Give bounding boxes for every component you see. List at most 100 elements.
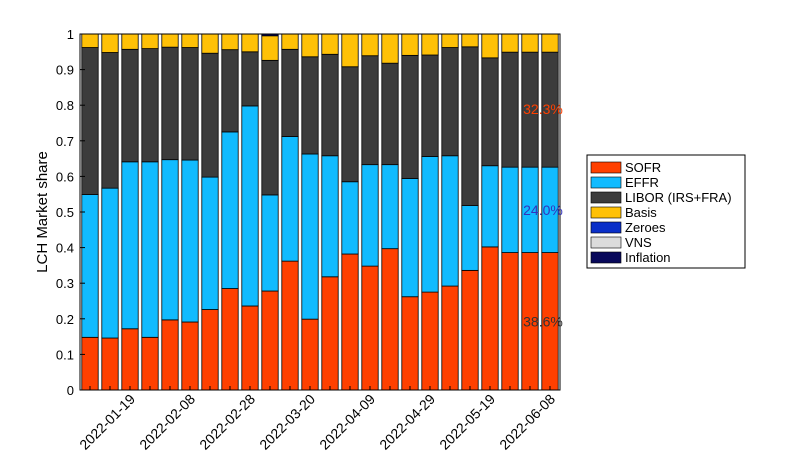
bar-segment-sofr-11 (301, 318, 319, 391)
y-tick-label: 0.8 (56, 98, 74, 113)
bar-segment-sofr-0 (81, 336, 99, 391)
bar-segment-sofr-9 (261, 290, 279, 391)
bar-segment-sofr-4 (161, 319, 179, 391)
legend-label: EFFR (625, 175, 659, 190)
bar-segment-basis-9 (261, 35, 279, 61)
legend-swatch (590, 251, 622, 264)
bar-segment-libor-irs-fra-20 (481, 57, 499, 167)
legend-swatch (590, 221, 622, 234)
bar-segment-effr-18 (441, 155, 459, 287)
bar-segment-basis-23 (541, 33, 559, 53)
bar-segment-libor-irs-fra-21 (501, 51, 519, 168)
bar-segment-effr-9 (261, 194, 279, 292)
bar-segment-sofr-5 (181, 321, 199, 391)
bar-segment-sofr-12 (321, 276, 339, 391)
bar-segment-libor-irs-fra-16 (401, 54, 419, 179)
bar-segment-sofr-3 (141, 336, 159, 391)
x-tick-label: 2022-03-20 (256, 391, 318, 453)
bar-segment-effr-11 (301, 153, 319, 320)
y-tick-label: 0.2 (56, 312, 74, 327)
bar-segment-sofr-20 (481, 246, 499, 391)
bar-segment-basis-3 (141, 33, 159, 50)
bar-segment-libor-irs-fra-11 (301, 56, 319, 155)
bar-segment-sofr-16 (401, 296, 419, 391)
bar-segment-basis-18 (441, 33, 459, 48)
bar-segment-basis-15 (381, 33, 399, 64)
y-axis: 0 0.1 0.2 0.3 0.4 0.5 0.6 0.7 0.8 0.9 1 (56, 27, 85, 398)
bar-segment-effr-17 (421, 156, 439, 293)
bar-segment-effr-16 (401, 178, 419, 298)
bar-segment-sofr-1 (101, 337, 119, 391)
bar-segment-effr-1 (101, 187, 119, 339)
bar-segment-sofr-6 (201, 309, 219, 391)
legend-label: Zeroes (625, 220, 666, 235)
legend-swatch (590, 236, 622, 249)
legend-label: VNS (625, 235, 652, 250)
bar-segment-effr-0 (81, 194, 99, 338)
bar-segment-sofr-15 (381, 248, 399, 391)
bars-group (81, 33, 559, 391)
bar-segment-basis-8 (241, 33, 259, 53)
bar-segment-effr-5 (181, 159, 199, 323)
x-tick-label: 2022-04-29 (376, 391, 438, 453)
bar-segment-effr-13 (341, 181, 359, 255)
y-tick-label: 0.4 (56, 241, 74, 256)
bar-segment-libor-irs-fra-4 (161, 46, 179, 161)
bar-segment-libor-irs-fra-3 (141, 48, 159, 163)
bar-segment-libor-irs-fra-13 (341, 66, 359, 183)
bar-segment-sofr-19 (461, 269, 479, 391)
bar-segment-effr-8 (241, 105, 259, 307)
bar-segment-basis-1 (101, 33, 119, 53)
bar-segment-effr-10 (281, 136, 299, 262)
bar-segment-effr-3 (141, 161, 159, 338)
bar-segment-basis-12 (321, 33, 339, 55)
bar-segment-libor-irs-fra-8 (241, 51, 259, 107)
bar-segment-basis-2 (121, 33, 139, 50)
legend-label: Basis (625, 205, 657, 220)
bar-segment-libor-irs-fra-12 (321, 53, 339, 157)
bar-segment-effr-12 (321, 155, 339, 278)
y-tick-label: 0.9 (56, 63, 74, 78)
bar-segment-libor-irs-fra-17 (421, 54, 439, 157)
bar-segment-effr-4 (161, 159, 179, 321)
bar-segment-sofr-21 (501, 252, 519, 391)
bar-segment-basis-20 (481, 33, 499, 59)
y-tick-label: 0 (67, 383, 74, 398)
x-tick-label: 2022-05-19 (436, 391, 498, 453)
x-tick-label: 2022-02-28 (196, 391, 258, 453)
bar-segment-sofr-2 (121, 328, 139, 391)
bar-segment-sofr-18 (441, 285, 459, 391)
bar-segment-libor-irs-fra-2 (121, 48, 139, 163)
y-tick-label: 1 (67, 27, 74, 42)
bar-segment-effr-7 (221, 131, 239, 289)
bar-segment-effr-20 (481, 165, 499, 248)
legend-swatch (590, 176, 622, 189)
bar-segment-basis-14 (361, 33, 379, 57)
bar-segment-basis-22 (521, 33, 539, 53)
bar-segment-effr-2 (121, 161, 139, 330)
y-axis-label: LCH Market share (34, 151, 51, 273)
bar-segment-libor-irs-fra-19 (461, 46, 479, 206)
bar-segment-basis-17 (421, 33, 439, 56)
bar-segment-sofr-13 (341, 253, 359, 391)
bar-segment-basis-11 (301, 33, 319, 58)
legend-swatch (590, 206, 622, 219)
bar-segment-effr-15 (381, 164, 399, 250)
bar-segment-effr-14 (361, 164, 379, 267)
legend-label: Inflation (625, 250, 671, 265)
bar-segment-libor-irs-fra-5 (181, 47, 199, 161)
bar-segment-sofr-17 (421, 291, 439, 391)
legend-swatch (590, 161, 622, 174)
share-annotation: 32.3% (523, 101, 563, 117)
legend-label: SOFR (625, 160, 661, 175)
x-tick-label: 2022-04-09 (316, 391, 378, 453)
bar-segment-basis-16 (401, 33, 419, 56)
y-tick-label: 0.7 (56, 134, 74, 149)
bar-segment-basis-10 (281, 33, 299, 50)
bar-segment-basis-6 (201, 33, 219, 54)
bar-segment-basis-13 (341, 33, 359, 68)
bar-segment-effr-6 (201, 176, 219, 310)
bar-segment-libor-irs-fra-7 (221, 49, 239, 133)
legend-label: LIBOR (IRS+FRA) (625, 190, 732, 205)
